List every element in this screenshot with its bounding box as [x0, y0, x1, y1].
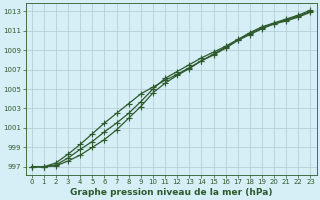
X-axis label: Graphe pression niveau de la mer (hPa): Graphe pression niveau de la mer (hPa)	[70, 188, 272, 197]
